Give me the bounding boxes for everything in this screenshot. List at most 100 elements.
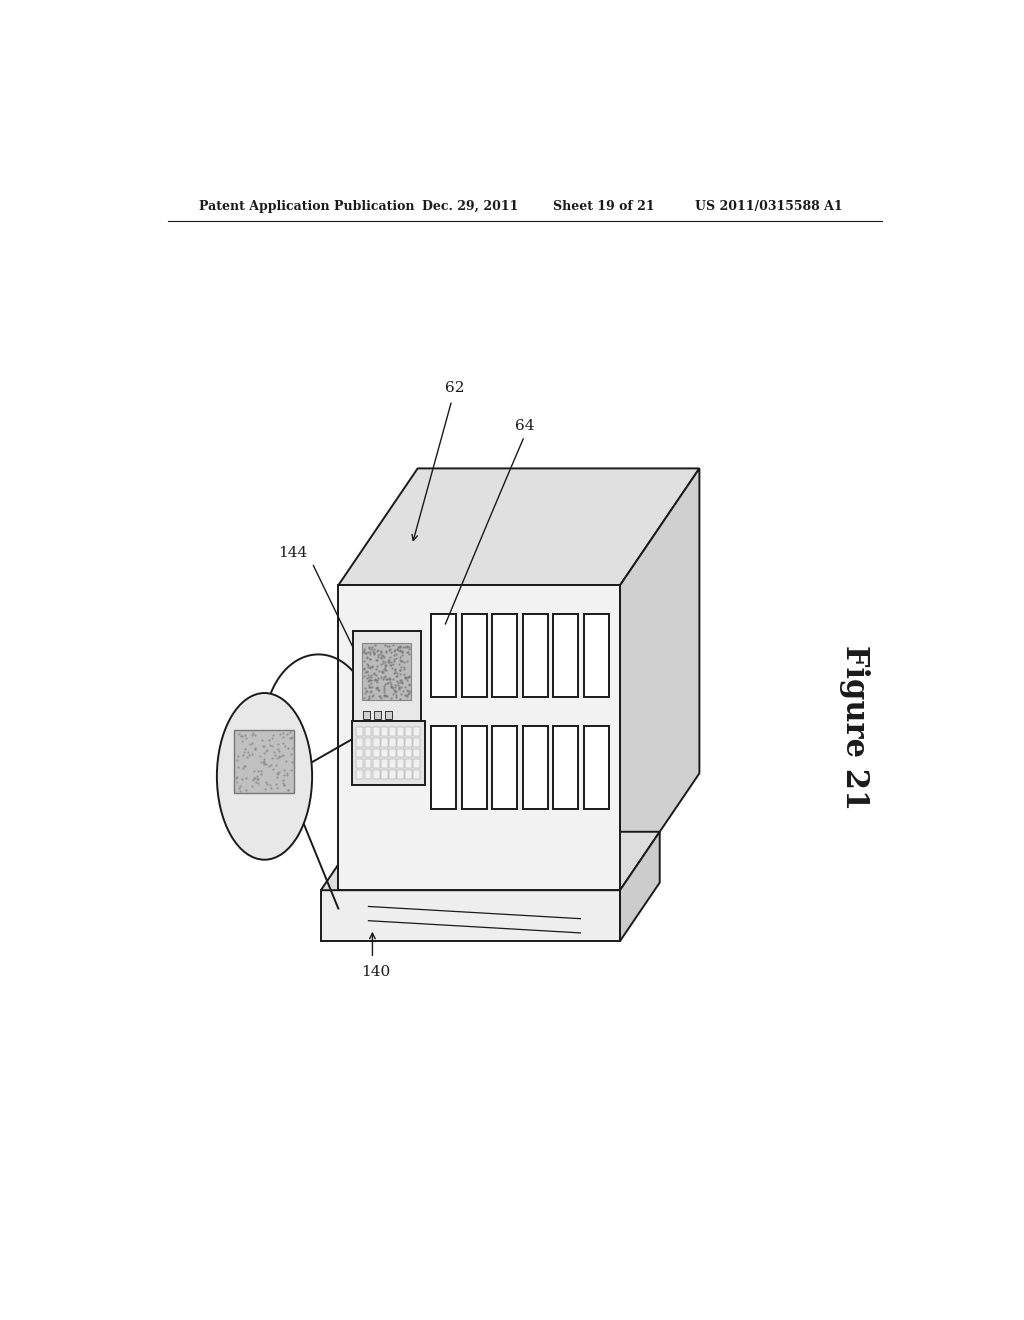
Point — [283, 759, 299, 780]
Point — [234, 758, 251, 779]
Point — [259, 739, 275, 760]
Bar — [431, 726, 456, 809]
Point — [264, 735, 281, 756]
Point — [263, 754, 280, 775]
Point — [381, 640, 397, 661]
Point — [361, 642, 378, 663]
Point — [362, 667, 379, 688]
Point — [399, 680, 416, 701]
Point — [361, 657, 378, 678]
Point — [389, 663, 406, 684]
Point — [230, 756, 247, 777]
Point — [231, 777, 248, 799]
Point — [397, 636, 414, 657]
Bar — [356, 770, 364, 779]
Point — [361, 688, 378, 709]
Point — [394, 636, 411, 657]
Point — [382, 669, 398, 690]
Bar — [373, 727, 380, 737]
Point — [234, 744, 251, 766]
Point — [382, 642, 398, 663]
Point — [394, 680, 411, 701]
Polygon shape — [321, 890, 620, 941]
Point — [377, 673, 393, 694]
Point — [379, 636, 395, 657]
Point — [387, 676, 403, 697]
Point — [371, 678, 387, 700]
Point — [383, 655, 399, 676]
Point — [276, 764, 293, 785]
Point — [368, 669, 384, 690]
Point — [257, 779, 273, 800]
Point — [284, 751, 300, 772]
Point — [263, 777, 280, 799]
Point — [379, 673, 395, 694]
Point — [391, 678, 408, 700]
Point — [386, 675, 402, 696]
Text: 140: 140 — [361, 965, 390, 978]
Point — [377, 655, 393, 676]
Bar — [584, 614, 609, 697]
Point — [383, 657, 399, 678]
Point — [392, 639, 409, 660]
Point — [400, 665, 417, 686]
Bar — [385, 711, 392, 719]
Point — [271, 762, 288, 783]
Point — [401, 675, 418, 696]
Point — [269, 767, 286, 788]
Point — [364, 655, 380, 676]
Point — [274, 744, 291, 766]
Point — [276, 735, 293, 756]
Point — [280, 780, 296, 801]
Point — [390, 677, 407, 698]
Point — [370, 672, 386, 693]
Point — [234, 768, 251, 789]
Point — [362, 639, 379, 660]
Point — [401, 682, 418, 704]
Point — [237, 755, 253, 776]
Point — [356, 661, 373, 682]
Point — [264, 725, 281, 746]
Bar — [373, 748, 380, 758]
Point — [364, 669, 380, 690]
Bar — [406, 738, 412, 747]
Point — [284, 726, 300, 747]
Point — [247, 723, 263, 744]
Point — [359, 647, 376, 668]
Point — [282, 727, 298, 748]
Bar — [365, 738, 372, 747]
Point — [275, 774, 292, 795]
Point — [253, 760, 269, 781]
Point — [378, 660, 394, 681]
Point — [238, 780, 254, 801]
Bar — [234, 730, 294, 792]
Point — [282, 721, 298, 742]
Point — [258, 752, 274, 774]
Point — [359, 656, 376, 677]
Bar — [414, 738, 420, 747]
Point — [370, 644, 386, 665]
Bar — [365, 770, 372, 779]
Point — [378, 686, 394, 708]
Point — [271, 723, 288, 744]
Point — [366, 669, 382, 690]
Point — [369, 677, 385, 698]
Point — [391, 653, 408, 675]
Point — [275, 759, 292, 780]
Point — [240, 742, 256, 763]
Point — [270, 739, 287, 760]
Point — [380, 651, 396, 672]
Point — [392, 640, 409, 661]
Point — [387, 659, 403, 680]
Point — [229, 750, 246, 771]
Point — [382, 647, 398, 668]
Point — [374, 661, 390, 682]
Point — [361, 669, 378, 690]
Point — [256, 754, 272, 775]
Point — [356, 657, 373, 678]
Point — [256, 748, 272, 770]
Point — [250, 760, 266, 781]
Point — [359, 655, 376, 676]
Point — [381, 652, 397, 673]
Point — [269, 762, 286, 783]
